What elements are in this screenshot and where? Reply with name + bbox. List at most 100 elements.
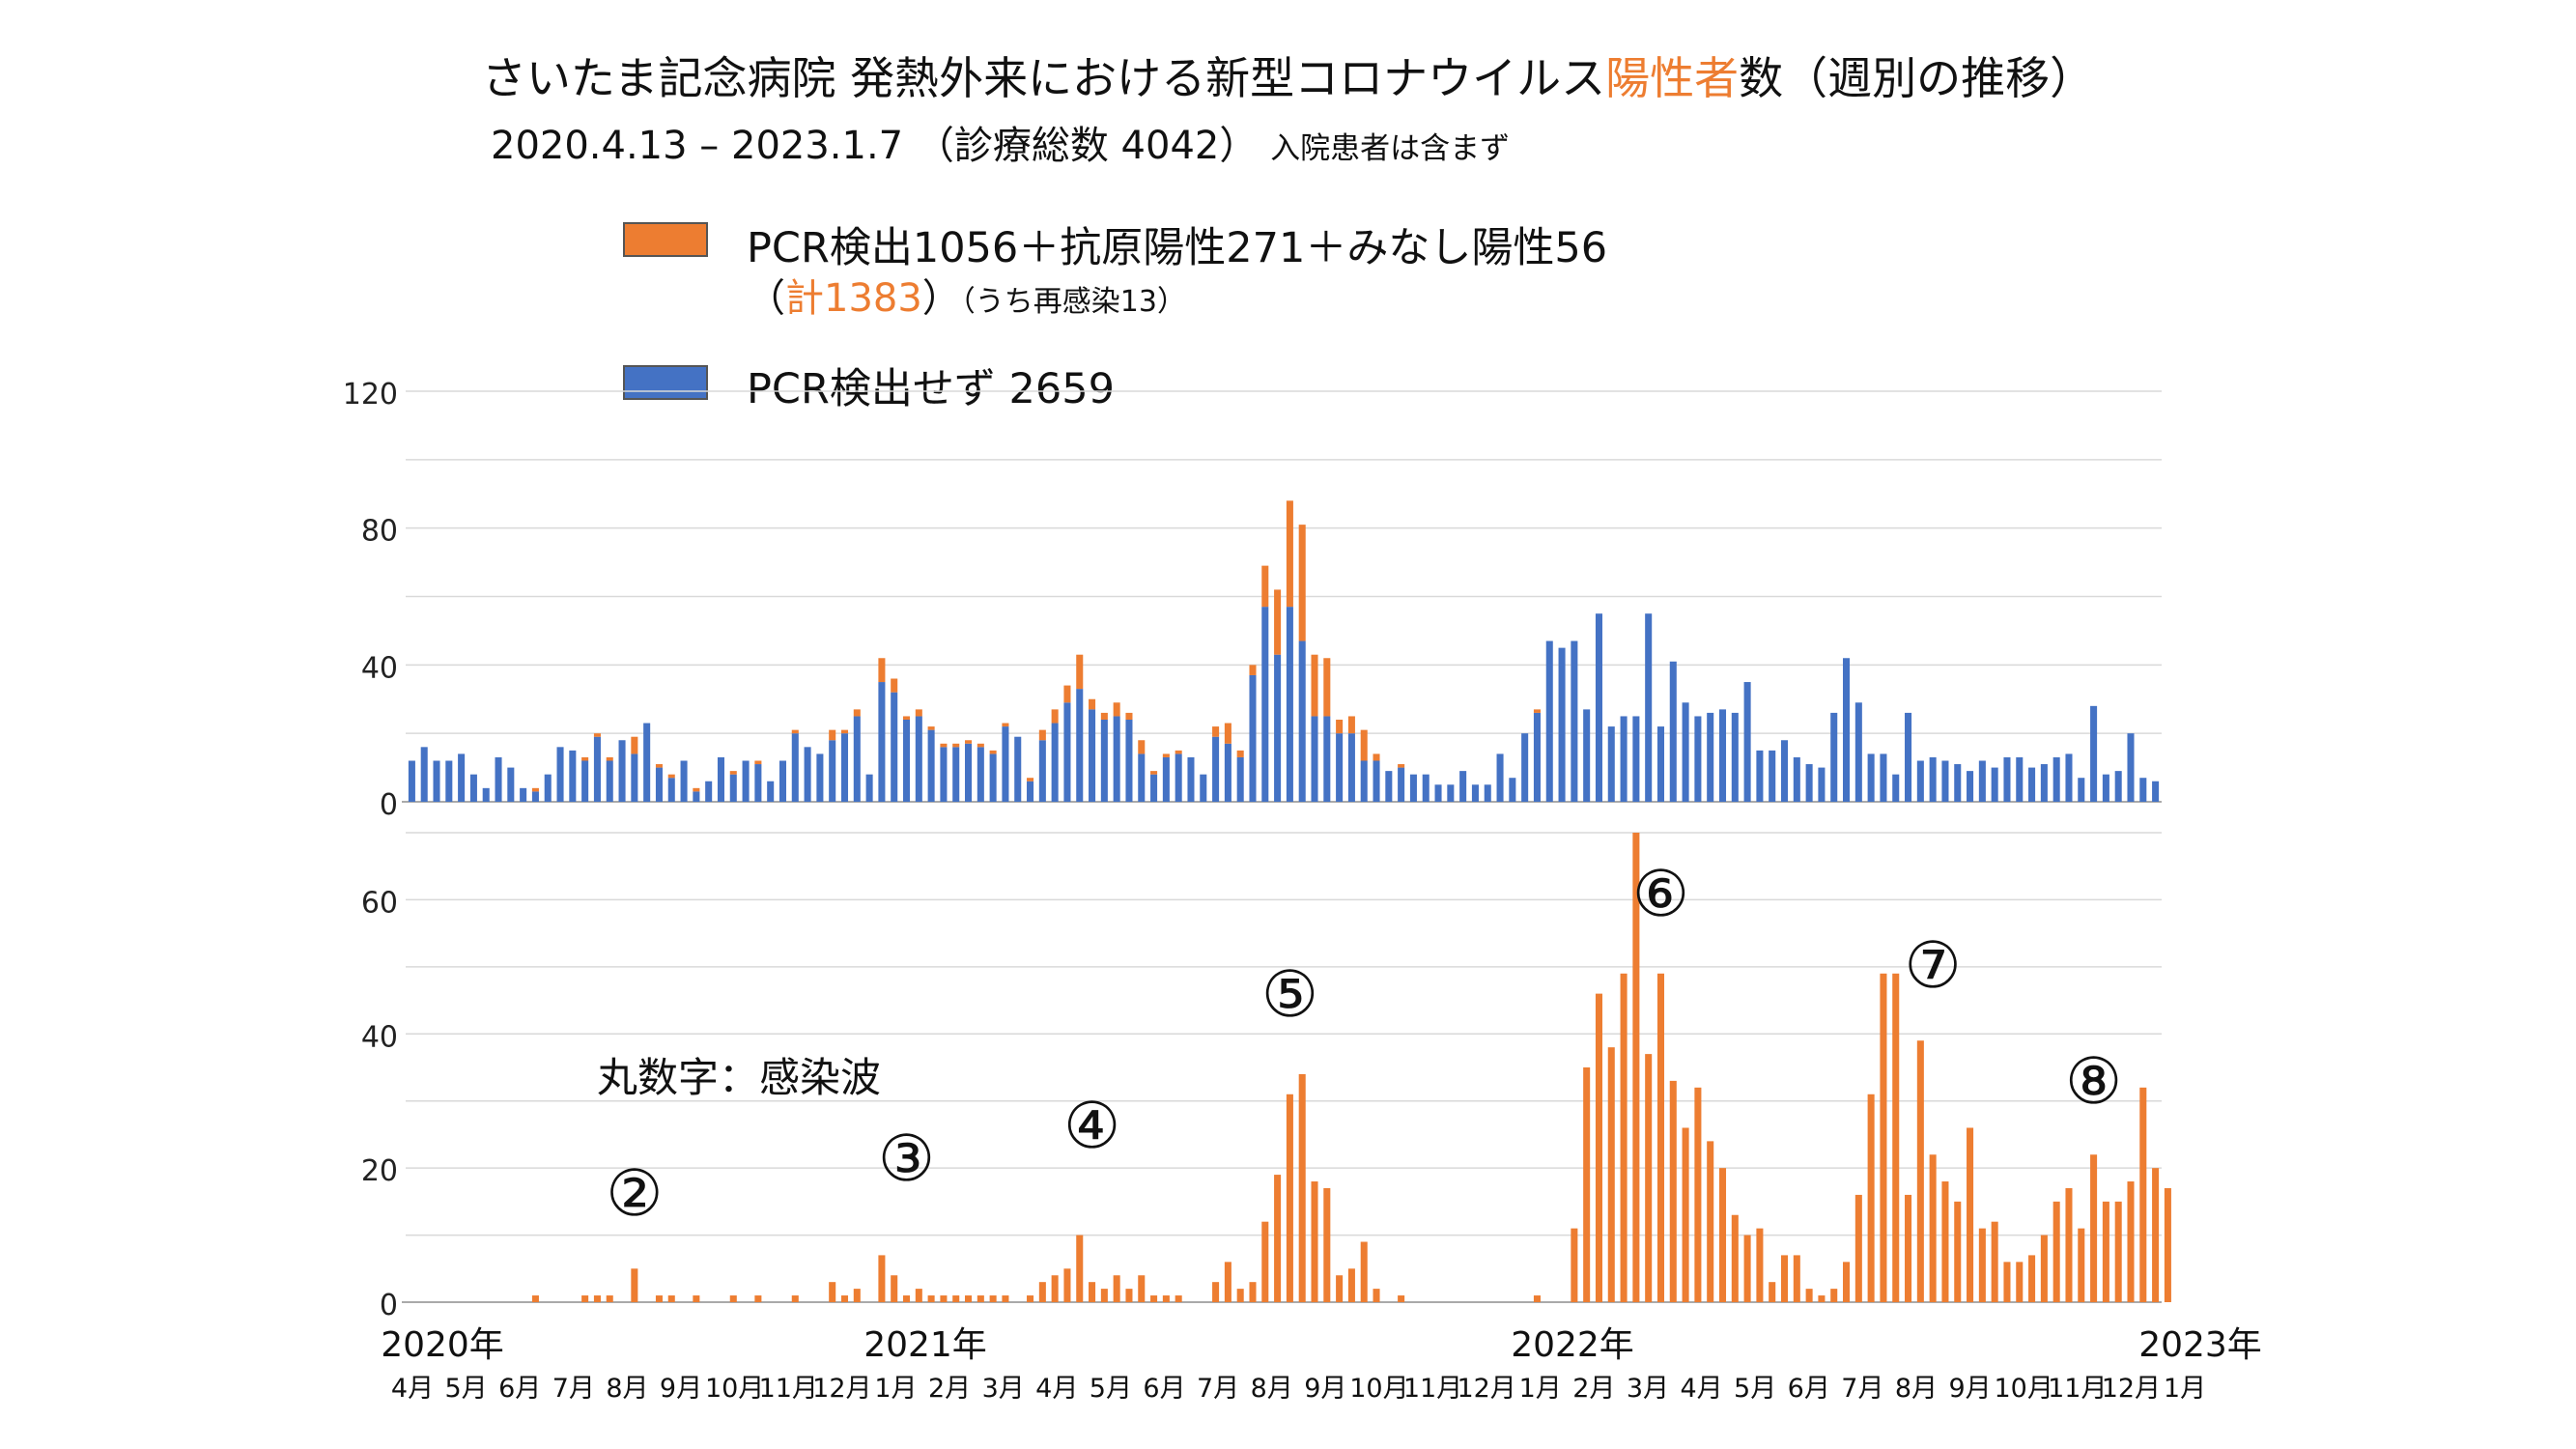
bar-positive-only — [1311, 1181, 1318, 1302]
x-year-label: 2022年 — [1511, 1325, 1634, 1365]
title-highlight: 陽性者 — [1605, 52, 1740, 104]
bar-positive — [754, 760, 762, 765]
bar-negative — [977, 747, 984, 802]
bar-negative — [655, 767, 663, 802]
bar-negative — [1236, 756, 1244, 802]
bar-positive-only — [940, 1295, 948, 1302]
bar-negative — [1892, 774, 1900, 802]
x-month-label: 7月 — [552, 1374, 595, 1404]
bar-negative — [816, 753, 824, 802]
bar-positive — [1027, 778, 1034, 781]
bar-positive — [667, 774, 675, 779]
bar-negative — [531, 791, 539, 802]
bar-positive — [1089, 698, 1096, 710]
bar-negative — [1694, 716, 1702, 802]
bar-negative — [1496, 753, 1504, 802]
x-month-label: 12月 — [1457, 1374, 1515, 1404]
bar-positive-only — [1694, 1087, 1702, 1302]
x-month-label: 4月 — [1680, 1374, 1722, 1404]
bar-positive-only — [791, 1295, 799, 1302]
bar-positive-only — [1991, 1221, 1998, 1302]
bar-positive-only — [1360, 1241, 1368, 1302]
bar-positive — [581, 756, 589, 761]
bar-negative — [1805, 764, 1813, 802]
wave-label: ⑦ — [1905, 928, 1962, 1003]
x-month-label: 8月 — [1251, 1374, 1293, 1404]
bar-negative — [482, 787, 490, 802]
bar-positive-only — [1063, 1268, 1071, 1302]
bar-negative — [840, 733, 849, 802]
bar-positive — [531, 787, 539, 792]
bar-negative — [1718, 709, 1727, 802]
x-month-label: 6月 — [1788, 1374, 1830, 1404]
bar-positive-only — [1954, 1201, 1962, 1302]
bar-positive — [1298, 525, 1306, 641]
bar-negative — [2065, 753, 2073, 802]
wave-label: ⑧ — [2065, 1044, 2122, 1119]
bar-positive-only — [1027, 1295, 1034, 1302]
bar-positive-only — [1286, 1094, 1293, 1302]
bar-positive — [1224, 723, 1231, 744]
bar-negative — [1780, 740, 1789, 802]
bar-positive — [952, 743, 960, 748]
bar-positive-only — [1113, 1275, 1120, 1302]
bar-positive-only — [853, 1289, 861, 1302]
x-month-label: 10月 — [1349, 1374, 1408, 1404]
x-month-label: 11月 — [759, 1374, 818, 1404]
legend-total: （計1383）（うち再感染13） — [747, 267, 1186, 323]
bar-positive-only — [2065, 1187, 2073, 1302]
bar-positive-only — [2028, 1255, 2036, 1302]
top-chart-y-tick-label: 120 — [343, 378, 398, 412]
bar-negative — [581, 760, 589, 802]
bar-negative — [1200, 774, 1207, 802]
bar-positive — [902, 716, 911, 720]
x-year-label: 2020年 — [381, 1325, 504, 1365]
bar-negative — [1521, 733, 1529, 802]
bar-positive-only — [1224, 1262, 1231, 1302]
bar-negative — [1089, 709, 1096, 802]
bar-negative — [1447, 784, 1455, 802]
bar-positive-only — [840, 1295, 849, 1302]
bottom-chart-y-tick-label: 20 — [361, 1154, 398, 1188]
bar-negative — [2090, 705, 2098, 802]
bar-positive — [829, 729, 836, 741]
bar-negative — [778, 760, 787, 802]
bar-negative — [593, 736, 601, 802]
bar-negative — [1941, 760, 1949, 802]
bar-negative — [1336, 733, 1344, 802]
bar-positive-only — [878, 1255, 886, 1302]
bar-negative — [1373, 760, 1380, 802]
bar-positive-only — [1978, 1228, 1986, 1302]
bar-positive-only — [1867, 1094, 1875, 1302]
bar-negative — [1027, 781, 1034, 802]
bar-negative — [1311, 716, 1318, 802]
bar-positive-only — [631, 1268, 638, 1302]
top-chart-y-tick-label: 0 — [380, 788, 398, 822]
bar-negative — [1076, 689, 1084, 802]
bar-negative — [754, 764, 762, 802]
bar-negative — [1916, 760, 1924, 802]
bar-negative — [1138, 753, 1146, 802]
bar-positive-only — [1941, 1181, 1949, 1302]
x-month-label: 9月 — [660, 1374, 702, 1404]
bar-positive-only — [1150, 1295, 1158, 1302]
bar-negative — [2078, 778, 2085, 802]
bar-positive — [840, 729, 849, 734]
bar-positive-only — [531, 1295, 539, 1302]
bar-negative — [1929, 756, 1937, 802]
bar-positive — [915, 709, 922, 717]
bar-positive-only — [952, 1295, 960, 1302]
bar-negative — [458, 753, 466, 802]
bar-positive-only — [754, 1295, 762, 1302]
x-month-label: 11月 — [1403, 1374, 1462, 1404]
bar-positive — [1100, 712, 1108, 720]
bar-positive-only — [1880, 973, 1887, 1302]
bar-negative — [1150, 774, 1158, 802]
bar-negative — [408, 760, 415, 802]
x-month-label: 2月 — [928, 1374, 971, 1404]
bar-negative — [1261, 607, 1269, 802]
bar-positive-only — [593, 1295, 601, 1302]
bar-negative — [853, 716, 861, 802]
bar-positive-only — [1682, 1127, 1689, 1302]
bar-positive — [1138, 740, 1146, 754]
